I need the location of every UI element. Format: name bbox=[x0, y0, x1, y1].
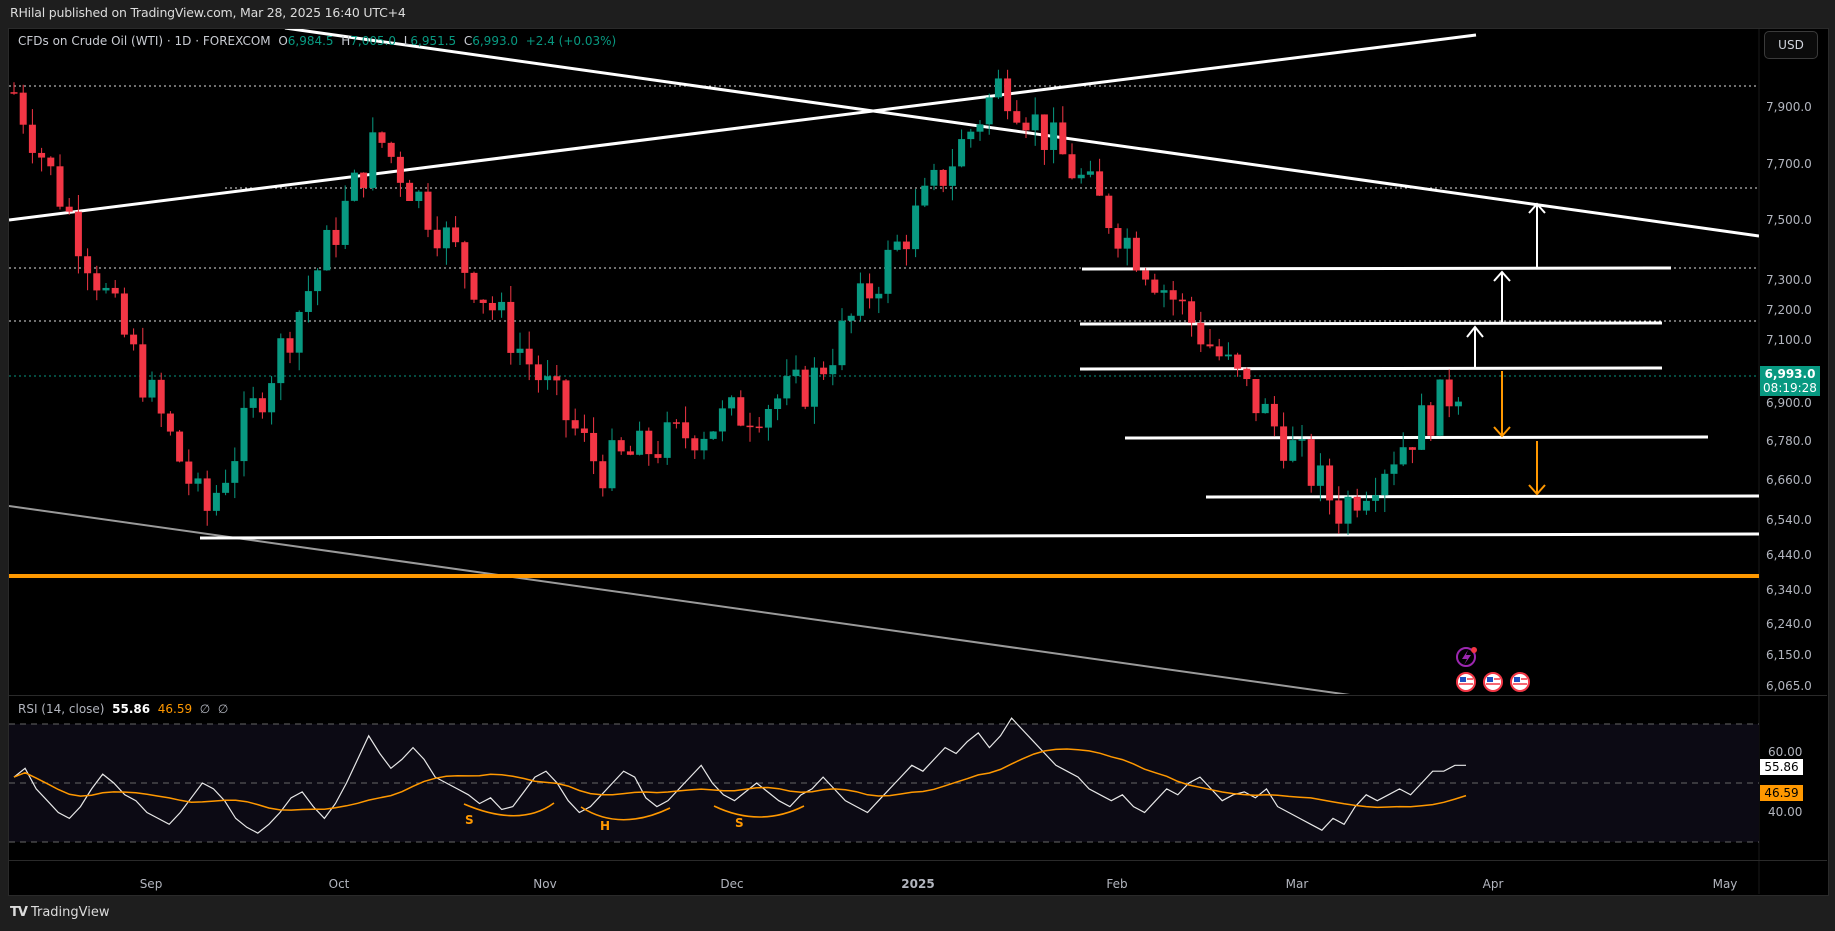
rsi-value: 55.86 bbox=[112, 702, 151, 716]
rsi-value-tag: 55.86 bbox=[1760, 759, 1803, 775]
time-label: Sep bbox=[139, 877, 163, 891]
horizontal-levels[interactable] bbox=[199, 266, 1759, 540]
pattern-label-right-shoulder: S bbox=[735, 816, 744, 830]
price-label: 7,300.0 bbox=[1766, 273, 1812, 287]
time-label: Oct bbox=[328, 877, 350, 891]
lightning-event-icon[interactable] bbox=[1456, 647, 1477, 667]
candlesticks bbox=[10, 69, 1462, 535]
price-label: 6,150.0 bbox=[1766, 648, 1812, 662]
time-label: Dec bbox=[720, 877, 744, 891]
price-label: 7,700.0 bbox=[1766, 157, 1812, 171]
change-value: +2.4 (+0.03%) bbox=[525, 34, 617, 48]
price-label: 7,500.0 bbox=[1766, 213, 1812, 227]
rsi-ma-tag: 46.59 bbox=[1760, 785, 1803, 801]
time-label: May bbox=[1712, 877, 1738, 891]
rsi-axis-label: 60.00 bbox=[1768, 745, 1803, 759]
price-pane bbox=[9, 28, 1759, 694]
time-label: Mar bbox=[1285, 877, 1309, 891]
tradingview-logo-icon: TV bbox=[10, 905, 28, 920]
us-flag-event-icon[interactable] bbox=[1483, 672, 1503, 692]
time-label: Nov bbox=[533, 877, 557, 891]
symbol-name: CFDs on Crude Oil (WTI) · 1D · FOREXCOM bbox=[18, 34, 271, 48]
price-label: 6,065.0 bbox=[1766, 679, 1812, 693]
price-label: 7,200.0 bbox=[1766, 303, 1812, 317]
price-label: 6,900.0 bbox=[1766, 396, 1812, 410]
price-label: 6,660.0 bbox=[1766, 473, 1812, 487]
low-value: 6,951.5 bbox=[410, 34, 457, 48]
rsi-ma-line bbox=[13, 748, 1467, 811]
price-label: 7,100.0 bbox=[1766, 333, 1812, 347]
price-label: 6,340.0 bbox=[1766, 583, 1812, 597]
high-value: 7,005.0 bbox=[350, 34, 397, 48]
time-label: Feb bbox=[1106, 877, 1128, 891]
price-label: 6,240.0 bbox=[1766, 617, 1812, 631]
dotted-levels bbox=[9, 85, 1759, 322]
last-price-tag: 6,993.0 08:19:28 bbox=[1760, 366, 1820, 396]
rising-trendline[interactable] bbox=[9, 33, 1477, 222]
brand-name: TradingView bbox=[30, 905, 110, 920]
tradingview-footer[interactable]: TV TradingView bbox=[10, 905, 109, 920]
downside-arrows bbox=[1493, 371, 1546, 496]
rsi-axis-label: 40.00 bbox=[1768, 805, 1803, 819]
price-label: 6,540.0 bbox=[1766, 513, 1812, 527]
rsi-pane bbox=[9, 717, 1759, 843]
publish-info: RHilal published on TradingView.com, Mar… bbox=[10, 5, 406, 20]
time-label-year: 2025 bbox=[901, 877, 935, 891]
pattern-label-head: H bbox=[600, 819, 611, 833]
time-label: Apr bbox=[1482, 877, 1504, 891]
price-label: 6,440.0 bbox=[1766, 548, 1812, 562]
price-label: 7,900.0 bbox=[1766, 100, 1812, 114]
upside-arrows bbox=[1466, 202, 1546, 367]
us-flag-event-icon[interactable] bbox=[1456, 672, 1476, 692]
price-label: 6,780.0 bbox=[1766, 434, 1812, 448]
bar-countdown: 08:19:28 bbox=[1763, 381, 1817, 395]
symbol-legend[interactable]: CFDs on Crude Oil (WTI) · 1D · FOREXCOM … bbox=[18, 34, 617, 48]
currency-button[interactable]: USD bbox=[1764, 31, 1818, 59]
close-value: 6,993.0 bbox=[472, 34, 519, 48]
falling-trendline[interactable] bbox=[284, 28, 1759, 238]
open-value: 6,984.5 bbox=[287, 34, 334, 48]
us-flag-event-icon[interactable] bbox=[1510, 672, 1530, 692]
head-shoulders-pattern bbox=[463, 802, 805, 821]
rsi-ma-value: 46.59 bbox=[157, 702, 193, 716]
rsi-legend[interactable]: RSI (14, close) 55.86 46.59 ∅ ∅ bbox=[18, 702, 229, 716]
pattern-label-left-shoulder: S bbox=[465, 813, 474, 827]
rsi-line bbox=[13, 717, 1466, 834]
